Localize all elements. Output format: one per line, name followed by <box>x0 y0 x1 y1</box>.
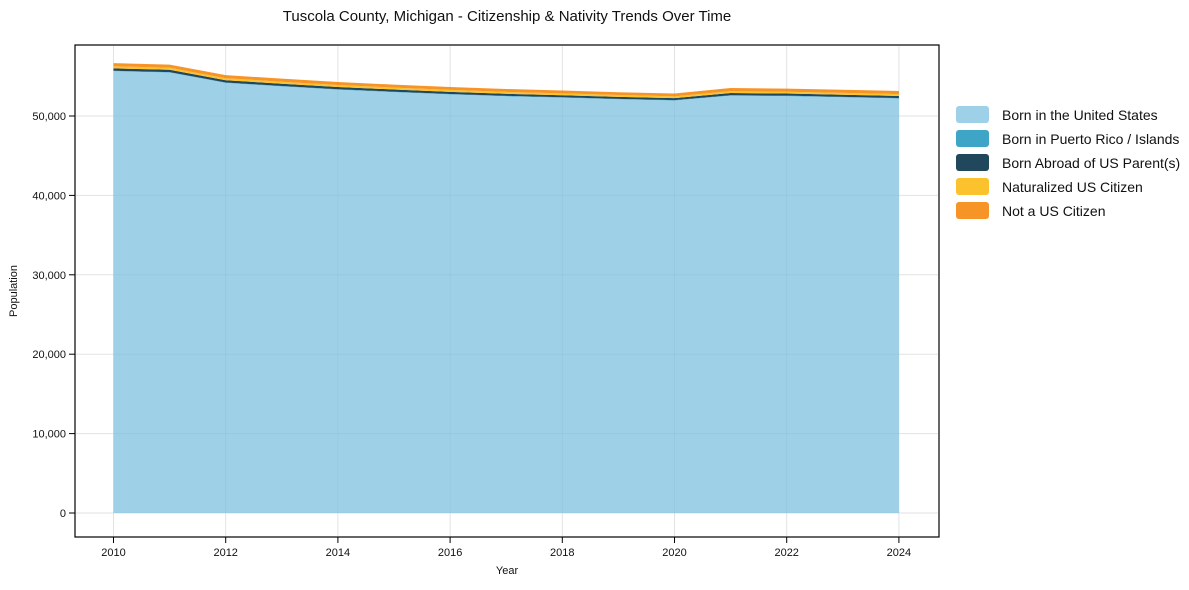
x-tick-label: 2010 <box>101 547 125 559</box>
x-tick-label: 2018 <box>550 547 574 559</box>
y-tick-label: 10,000 <box>32 429 66 441</box>
y-tick-label: 50,000 <box>32 111 66 123</box>
legend-label: Born in the United States <box>1002 106 1158 123</box>
area-born-in-puerto-rico-islands <box>113 70 899 101</box>
y-tick-label: 30,000 <box>32 270 66 282</box>
legend-swatch-icon <box>956 202 989 219</box>
legend: Born in the United States Born in Puerto … <box>956 106 1180 226</box>
x-tick-label: 2012 <box>213 547 237 559</box>
legend-item-born-abroad-of-us-parent-s: Born Abroad of US Parent(s) <box>956 154 1180 171</box>
x-tick-label: 2014 <box>326 547 350 559</box>
y-tick-label: 40,000 <box>32 190 66 202</box>
legend-label: Not a US Citizen <box>1002 202 1106 219</box>
legend-item-not-a-us-citizen: Not a US Citizen <box>956 202 1180 219</box>
y-tick-label: 0 <box>60 508 66 520</box>
legend-label: Born in Puerto Rico / Islands <box>1002 130 1180 147</box>
legend-label: Born Abroad of US Parent(s) <box>1002 154 1181 171</box>
x-tick-label: 2022 <box>774 547 798 559</box>
x-axis-label: Year <box>495 565 519 577</box>
area-born-in-the-united-states <box>113 71 899 513</box>
legend-label: Naturalized US Citizen <box>1002 178 1143 195</box>
area-born-abroad-of-us-parent-s <box>113 68 899 101</box>
plot-frame <box>74 44 940 538</box>
x-tick-label: 2024 <box>887 547 911 559</box>
x-tick-label: 2016 <box>438 547 462 559</box>
legend-item-born-in-puerto-rico-islands: Born in Puerto Rico / Islands <box>956 130 1180 147</box>
legend-swatch-icon <box>956 130 989 147</box>
legend-item-naturalized-us-citizen: Naturalized US Citizen <box>956 178 1180 195</box>
y-axis-label: Population <box>8 265 20 317</box>
legend-swatch-icon <box>956 154 989 171</box>
area-not-a-us-citizen <box>113 63 899 97</box>
area-naturalized-us-citizen <box>113 66 899 99</box>
y-tick-label: 20,000 <box>32 349 66 361</box>
legend-item-born-in-the-united-states: Born in the United States <box>956 106 1180 123</box>
legend-swatch-icon <box>956 106 989 123</box>
chart-title: Tuscola County, Michigan - Citizenship &… <box>282 8 732 25</box>
legend-swatch-icon <box>956 178 989 195</box>
x-tick-label: 2020 <box>662 547 686 559</box>
